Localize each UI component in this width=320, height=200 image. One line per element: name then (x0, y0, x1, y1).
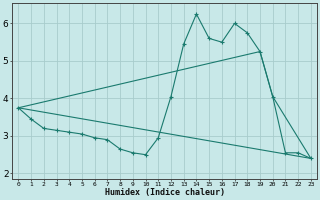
X-axis label: Humidex (Indice chaleur): Humidex (Indice chaleur) (105, 188, 225, 197)
